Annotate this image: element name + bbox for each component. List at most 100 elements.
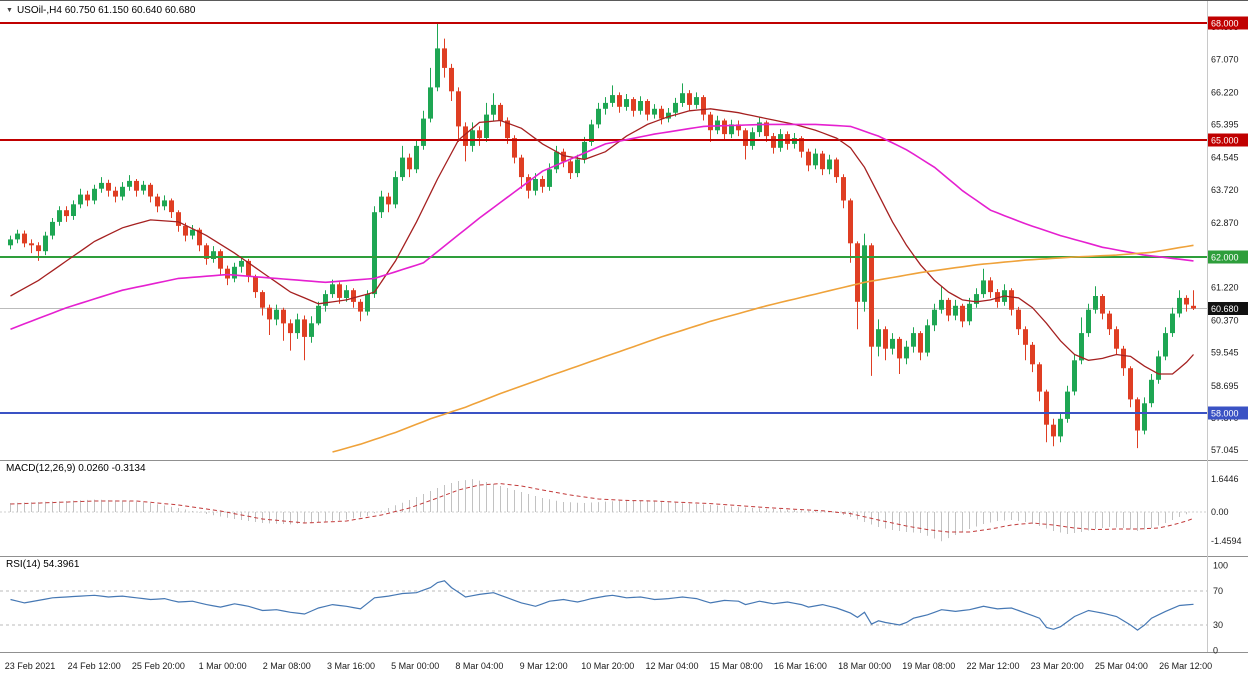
candle-body [631, 99, 636, 111]
fast-ma-line [10, 108, 1194, 375]
candle-body [246, 260, 251, 277]
rsi-label: RSI(14) 54.3961 [6, 559, 80, 570]
candle-body [50, 221, 55, 236]
candle-body [904, 346, 909, 359]
macd-label: MACD(12,26,9) 0.0260 -0.3134 [6, 463, 146, 474]
candle-body [540, 179, 545, 187]
candle-body [218, 251, 223, 269]
candle-body [827, 159, 832, 170]
price-tick-label: 57.045 [1211, 445, 1239, 455]
candle-body [764, 122, 769, 137]
candle-body [344, 290, 349, 298]
candle-body [946, 299, 951, 316]
time-axis-label: 22 Mar 12:00 [966, 661, 1019, 671]
candle-body [232, 266, 237, 279]
candle-body [673, 102, 678, 113]
candle-body [43, 235, 48, 252]
candle-body [92, 188, 97, 201]
candle-body [932, 309, 937, 326]
time-axis-label: 16 Mar 16:00 [774, 661, 827, 671]
price-tick-label: 67.070 [1211, 54, 1239, 64]
candle-body [197, 229, 202, 246]
price-tick-label: 63.720 [1211, 185, 1239, 195]
candle-body [323, 294, 328, 306]
macd-tick-label: -1.4594 [1211, 536, 1242, 546]
candle-body [407, 157, 412, 170]
candle-body [1114, 329, 1119, 349]
candle-body [554, 151, 559, 170]
candle-body [491, 104, 496, 115]
candle-body [568, 161, 573, 174]
candle-body [862, 245, 867, 302]
candle-body [85, 194, 90, 201]
candle-body [141, 184, 146, 191]
candle-body [498, 104, 503, 121]
price-badge-label: 62.000 [1211, 253, 1239, 263]
candle-body [309, 323, 314, 337]
candle-body [820, 153, 825, 170]
candle-body [428, 87, 433, 119]
candle-body [337, 284, 342, 298]
candle-body [169, 200, 174, 213]
time-axis-label: 15 Mar 08:00 [710, 661, 763, 671]
candle-body [379, 196, 384, 213]
candle-body [645, 101, 650, 115]
candle-body [505, 120, 510, 139]
price-badge-label: 58.000 [1211, 409, 1239, 419]
candle-body [687, 93, 692, 105]
candle-body [1149, 379, 1154, 404]
candle-body [967, 303, 972, 322]
time-axis-label: 23 Feb 2021 [5, 661, 56, 671]
chart-caret-icon[interactable]: ▼ [6, 7, 13, 14]
candle-body [834, 159, 839, 178]
candle-body [701, 97, 706, 115]
candle-body [1065, 391, 1070, 419]
candle-body [512, 138, 517, 158]
candle-body [526, 177, 531, 191]
candle-body [757, 122, 762, 133]
candle-body [8, 239, 13, 246]
slow-ma-line [332, 244, 1194, 453]
rsi-line [10, 580, 1194, 631]
candle-body [708, 114, 713, 131]
candle-body [680, 93, 685, 103]
macd-tick-label: 0.00 [1211, 507, 1229, 517]
candle-body [799, 138, 804, 152]
price-badge-label: 68.000 [1211, 19, 1239, 29]
candle-body [1100, 296, 1105, 314]
price-badge [1208, 133, 1248, 147]
chart-title: ▼ USOil-,H4 60.750 61.150 60.640 60.680 [6, 5, 195, 16]
candle-body [106, 182, 111, 191]
candle-body [57, 210, 62, 222]
candle-body [358, 301, 363, 312]
candle-body [883, 329, 888, 349]
candle-body [1037, 364, 1042, 392]
candle-body [624, 99, 629, 107]
candle-body [148, 184, 153, 197]
price-tick-label: 60.370 [1211, 316, 1239, 326]
candle-body [1023, 329, 1028, 345]
candle-body [470, 130, 475, 146]
time-axis-label: 5 Mar 00:00 [391, 661, 439, 671]
candle-body [176, 212, 181, 226]
candle-body [1107, 313, 1112, 330]
candle-body [456, 91, 461, 127]
candle-body [204, 245, 209, 259]
candle-body [736, 124, 741, 131]
candle-body [722, 120, 727, 135]
candle-body [435, 48, 440, 88]
candle-body [288, 323, 293, 334]
candle-body [855, 243, 860, 302]
candle-body [330, 284, 335, 295]
candle-body [869, 245, 874, 347]
candle-body [190, 229, 195, 236]
time-axis-label: 9 Mar 12:00 [520, 661, 568, 671]
candle-body [666, 112, 671, 119]
price-tick-label: 58.695 [1211, 381, 1239, 391]
candle-body [316, 305, 321, 324]
price-badge [1208, 16, 1248, 30]
candle-body [113, 190, 118, 197]
candle-body [911, 333, 916, 347]
